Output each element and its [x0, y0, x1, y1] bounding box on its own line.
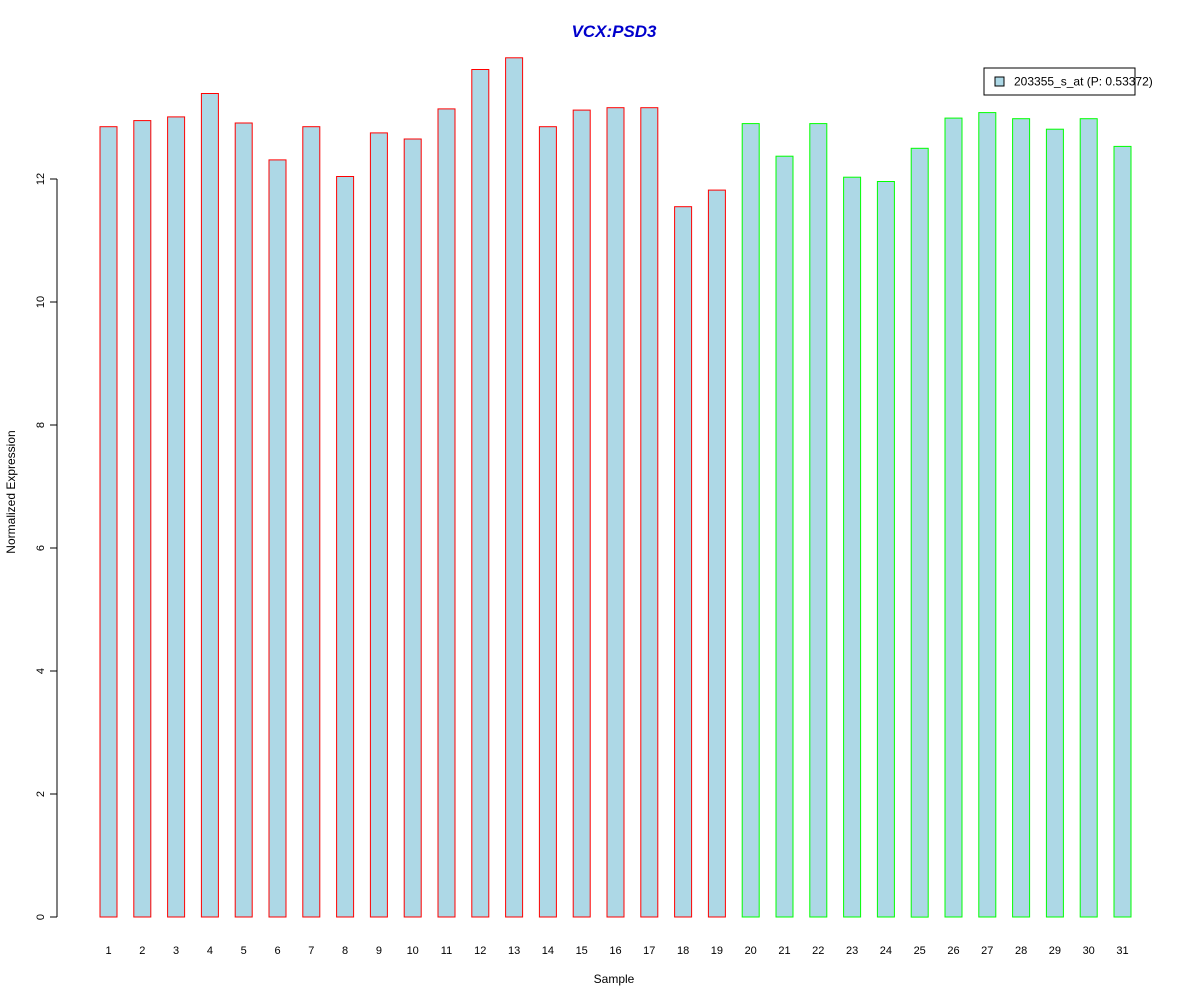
x-tick-labels: 1 2 3 4 5 6 7 8 9 10 11 12 13 14 15 16 17 18 19 20 21 22 23 24 2…: [105, 945, 1128, 957]
x-tick-label: 8: [342, 945, 348, 957]
x-tick-label: 25: [914, 945, 926, 957]
y-tick-label: 8: [35, 422, 47, 428]
bar: [268, 159, 287, 918]
x-tick-label: 23: [846, 945, 858, 957]
y-tick-label: 4: [35, 668, 47, 674]
bar: [369, 132, 388, 918]
y-tick-label: 6: [35, 545, 47, 551]
x-tick-label: 27: [981, 945, 993, 957]
x-tick-label: 10: [407, 945, 419, 957]
bar: [978, 112, 997, 918]
legend-swatch: [994, 76, 1005, 87]
chart-title: VCX:PSD3: [571, 22, 657, 41]
bar: [302, 126, 321, 918]
x-tick-label: 19: [711, 945, 723, 957]
x-axis-label: Sample: [594, 972, 635, 986]
x-tick-label: 29: [1049, 945, 1061, 957]
x-tick-label: 31: [1116, 945, 1128, 957]
x-tick-label: 22: [812, 945, 824, 957]
y-tick-label: 12: [35, 173, 47, 185]
x-tick-label: 9: [376, 945, 382, 957]
x-tick-label: 12: [474, 945, 486, 957]
x-tick-label: 28: [1015, 945, 1027, 957]
x-tick-label: 13: [508, 945, 520, 957]
y-tick-label: 2: [35, 791, 47, 797]
x-tick-label: 24: [880, 945, 892, 957]
bar: [1079, 118, 1098, 918]
bar: [336, 176, 355, 918]
bar: [1045, 128, 1064, 918]
bar: [775, 155, 794, 918]
legend: 203355_s_at (P: 0.53372): [983, 67, 1153, 96]
x-tick-label: 3: [173, 945, 179, 957]
bar: [843, 176, 862, 918]
bar: [538, 126, 557, 918]
bar: [505, 57, 524, 918]
x-tick-label: 1: [105, 945, 111, 957]
bar: [234, 122, 253, 918]
x-tick-label: 20: [745, 945, 757, 957]
x-tick-label: 26: [947, 945, 959, 957]
bar: [133, 120, 152, 918]
bar: [1113, 145, 1132, 918]
bar: [674, 206, 693, 918]
bar: [910, 147, 929, 918]
bar: [741, 123, 760, 918]
bar: [99, 126, 118, 918]
x-tick-label: 16: [609, 945, 621, 957]
bar: [809, 123, 828, 918]
bar: [606, 107, 625, 918]
x-tick-label: 14: [542, 945, 554, 957]
bar: [1012, 118, 1031, 918]
bar: [876, 181, 895, 918]
x-tick-label: 6: [274, 945, 280, 957]
bar: [437, 108, 456, 918]
x-tick-label: 7: [308, 945, 314, 957]
y-axis: 0 2 4 6 8 10 12: [35, 173, 58, 920]
bars: [99, 57, 1132, 918]
y-axis-label: Normalized Expression: [4, 430, 18, 553]
legend-label: 203355_s_at (P: 0.53372): [1014, 75, 1153, 89]
x-tick-label: 2: [139, 945, 145, 957]
bar: [471, 69, 490, 918]
x-tick-label: 18: [677, 945, 689, 957]
x-tick-label: 11: [441, 945, 452, 957]
x-tick-label: 17: [643, 945, 655, 957]
bar: [167, 116, 186, 918]
legend-box: [983, 67, 1136, 96]
x-tick-label: 15: [576, 945, 588, 957]
x-tick-label: 21: [778, 945, 790, 957]
bar: [640, 107, 659, 918]
x-tick-label: 30: [1083, 945, 1095, 957]
bar: [403, 138, 422, 918]
bar: [944, 117, 963, 918]
y-tick-label: 0: [35, 914, 47, 920]
bar: [200, 93, 219, 918]
y-tick-label: 10: [35, 296, 47, 308]
x-tick-label: 4: [207, 945, 213, 957]
x-tick-label: 5: [241, 945, 247, 957]
bar: [572, 109, 591, 918]
bar: [707, 189, 726, 918]
